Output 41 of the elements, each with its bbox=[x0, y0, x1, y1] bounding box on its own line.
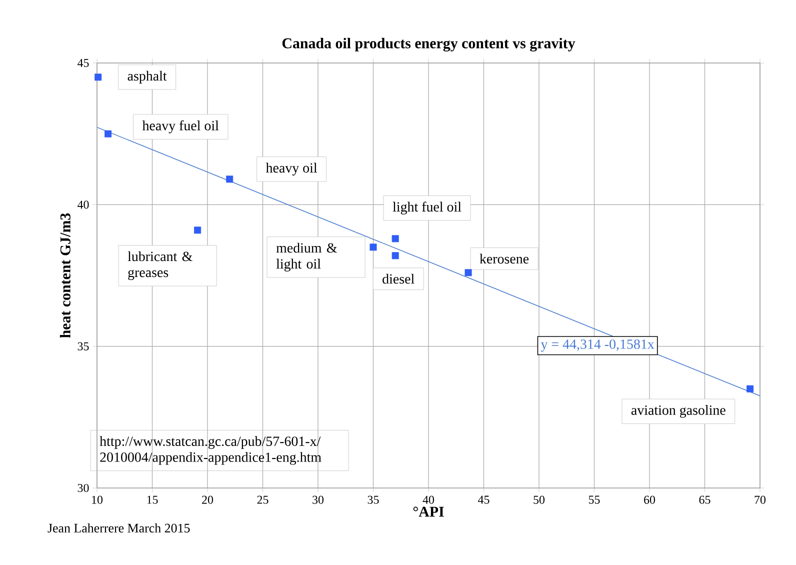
x-tick-label: 70 bbox=[754, 496, 766, 504]
annotation: asphalt bbox=[128, 70, 167, 84]
point bbox=[226, 176, 234, 183]
point bbox=[370, 244, 377, 251]
text: Jean Laherrere March 2015 bbox=[48, 523, 190, 533]
annotation: heavy oil bbox=[266, 162, 318, 176]
y-axis-title: heat content GJ/m3 bbox=[60, 213, 70, 338]
x-tick-label: 55 bbox=[588, 496, 600, 504]
y-tick-label: 40 bbox=[78, 200, 89, 209]
x-tick-label: 20 bbox=[202, 496, 214, 504]
point bbox=[94, 74, 102, 81]
annotation: heavy fuel oil bbox=[142, 120, 219, 134]
point bbox=[464, 269, 472, 276]
x-tick-label: 60 bbox=[644, 496, 656, 504]
annotation: aviation gasoline bbox=[631, 405, 726, 418]
x-tick-label: 45 bbox=[478, 496, 490, 504]
y-tick-label: 30 bbox=[78, 484, 89, 492]
point bbox=[104, 130, 112, 138]
x-tick-label: 40 bbox=[422, 496, 434, 504]
annotation: http://www.statcan.gc.ca/pub/57-601-x/ 2010004/appendix-appendice1-eng.htm bbox=[100, 436, 322, 465]
annotation: medium & light oil bbox=[276, 242, 338, 272]
x-tick-label: 65 bbox=[699, 496, 710, 504]
x-tick-label: 15 bbox=[147, 496, 158, 504]
point bbox=[194, 226, 202, 234]
point bbox=[392, 252, 399, 260]
point bbox=[746, 385, 754, 392]
x-tick-label: 10 bbox=[92, 496, 103, 504]
x-tick-label: 35 bbox=[368, 496, 379, 504]
x-axis-title: °API bbox=[413, 506, 444, 517]
x-tick-label: 25 bbox=[257, 496, 268, 504]
y-tick-label: 35 bbox=[78, 342, 89, 350]
annotation: y = 44,314 -0,1581x bbox=[540, 339, 654, 352]
chart-title: Canada oil products energy content vs gravity bbox=[282, 38, 576, 52]
annotation: lubricant & greases bbox=[128, 251, 192, 280]
annotation: light fuel oil bbox=[392, 202, 462, 214]
x-tick-label: 30 bbox=[312, 496, 324, 504]
x-tick-label: 50 bbox=[534, 496, 545, 504]
y-tick-label: 45 bbox=[78, 58, 89, 67]
point bbox=[392, 235, 399, 242]
annotation: diesel bbox=[382, 274, 414, 284]
annotation: kerosene bbox=[480, 254, 529, 264]
